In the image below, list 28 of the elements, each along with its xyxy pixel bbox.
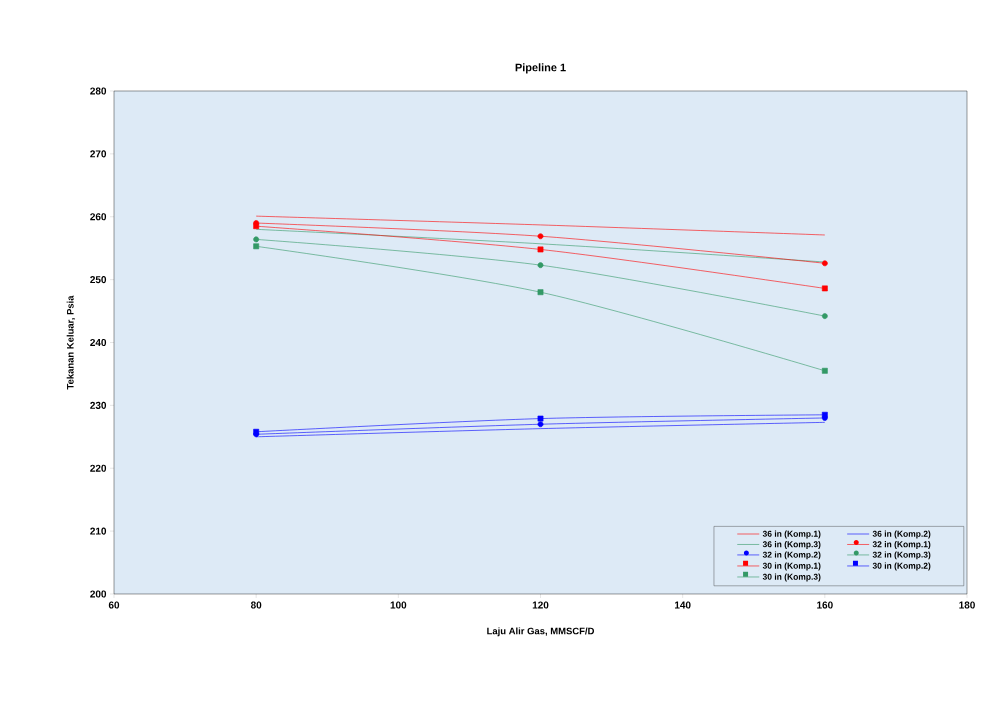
legend-label: 30 in (Komp.1) <box>762 562 821 571</box>
legend-label: 30 in (Komp.2) <box>872 562 931 571</box>
y-tick-label: 280 <box>90 87 107 95</box>
legend-label: 32 in (Komp.1) <box>872 541 931 549</box>
x-tick-label: 160 <box>817 601 833 609</box>
y-tick-label: 260 <box>90 213 107 221</box>
x-tick-label: 60 <box>108 601 120 609</box>
x-axis-title: Laju Alir Gas, MMSCF/D <box>487 627 595 637</box>
x-tick-label: 80 <box>250 601 262 609</box>
legend-label: 36 in (Komp.1) <box>762 530 821 539</box>
legend-label: 32 in (Komp.2) <box>762 551 821 560</box>
y-tick-label: 250 <box>90 276 107 284</box>
x-tick-label: 180 <box>959 601 975 609</box>
chart-title: Pipeline 1 <box>515 63 566 74</box>
legend-label: 36 in (Komp.2) <box>872 530 931 539</box>
y-tick-label: 270 <box>90 150 107 158</box>
y-tick-label: 200 <box>90 590 107 598</box>
y-tick-label: 220 <box>90 464 107 472</box>
x-tick-label: 100 <box>390 601 407 609</box>
y-tick-label: 210 <box>90 527 107 535</box>
legend-label: 30 in (Komp.3) <box>762 573 821 582</box>
y-axis-title: Tekanan Keluar, Psia <box>66 295 76 390</box>
legend-label: 32 in (Komp.3) <box>872 551 931 560</box>
legend-label: 36 in (Komp.3) <box>762 541 821 549</box>
x-tick-label: 140 <box>674 601 691 609</box>
y-tick-label: 240 <box>90 338 107 347</box>
x-tick-label: 120 <box>532 601 549 609</box>
y-tick-label: 230 <box>90 401 107 409</box>
